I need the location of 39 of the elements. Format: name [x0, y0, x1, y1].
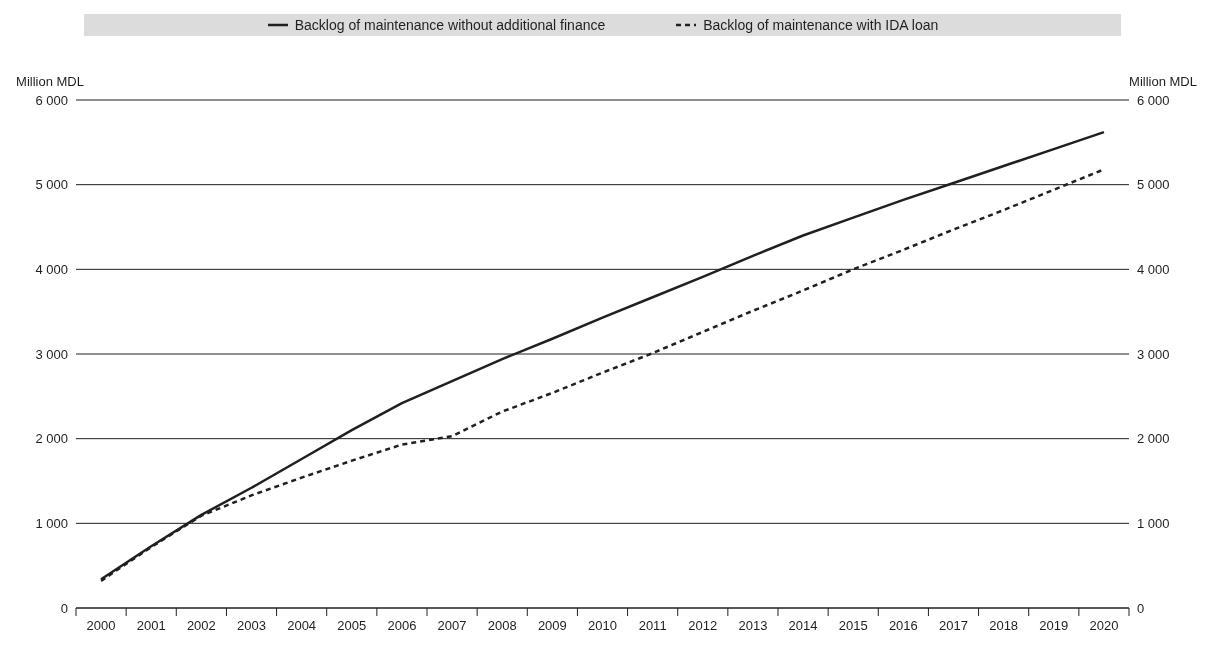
x-tick-label: 2016: [888, 618, 918, 633]
y-tick-label: 4 000: [35, 261, 68, 277]
x-tick-label: 2002: [186, 618, 216, 633]
x-tick-label: 2001: [136, 618, 166, 633]
x-tick-label: 2011: [638, 618, 667, 633]
x-tick-label: 2006: [387, 618, 417, 633]
x-tick-label: 2009: [537, 618, 567, 633]
x-tick-label: 2004: [287, 618, 317, 633]
legend-label: Backlog of maintenance without additional finance: [294, 17, 606, 33]
y-tick-label: 0: [60, 600, 68, 616]
x-tick-label: 2005: [337, 618, 367, 633]
x-tick-label: 2018: [989, 618, 1019, 633]
x-tick-label: 2007: [437, 618, 467, 633]
y2-tick-label: 3 000: [1137, 346, 1170, 362]
x-tick-label: 2013: [738, 618, 768, 633]
y-axis-title: Million MDL: [16, 74, 84, 89]
x-tick-label: 2000: [86, 618, 116, 633]
x-tick-label: 2014: [788, 618, 818, 633]
y2-tick-label: 6 000: [1137, 92, 1170, 108]
y2-tick-label: 5 000: [1137, 177, 1170, 193]
y-tick-label: 6 000: [35, 92, 68, 108]
y-tick-label: 2 000: [35, 431, 68, 447]
y2-tick-label: 0: [1137, 600, 1145, 616]
y2-tick-label: 4 000: [1137, 261, 1170, 277]
y2-tick-label: 1 000: [1137, 515, 1170, 531]
x-tick-label: 2012: [688, 618, 718, 633]
x-tick-label: 2003: [237, 618, 266, 633]
y2-axis-title: Million MDL: [1129, 74, 1197, 89]
y-tick-label: 3 000: [35, 346, 68, 362]
x-tick-label: 2019: [1039, 618, 1069, 633]
x-tick-label: 2010: [588, 618, 617, 633]
x-tick-label: 2020: [1089, 618, 1119, 633]
y2-tick-label: 2 000: [1137, 431, 1170, 447]
y-tick-label: 5 000: [35, 177, 68, 193]
legend-label: Backlog of maintenance with IDA loan: [703, 17, 939, 33]
x-tick-label: 2015: [838, 618, 868, 633]
y-tick-label: 1 000: [35, 515, 68, 531]
x-tick-label: 2008: [487, 618, 517, 633]
x-tick-label: 2017: [939, 618, 968, 633]
